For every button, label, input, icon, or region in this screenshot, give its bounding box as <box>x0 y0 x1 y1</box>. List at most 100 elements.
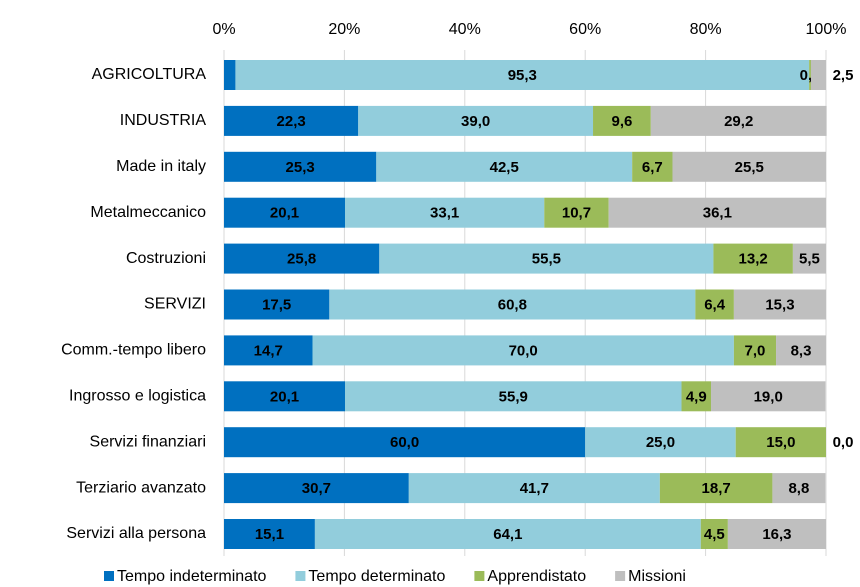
data-label: 8,8 <box>788 480 809 497</box>
data-label: 4,5 <box>704 526 725 543</box>
data-label: 15,3 <box>765 296 794 313</box>
bar-segment <box>224 381 346 412</box>
data-label: 7,0 <box>745 342 766 359</box>
bar-segment <box>224 519 315 549</box>
bar-segment <box>224 197 346 228</box>
bar-segment <box>735 427 826 458</box>
legend-label: Missioni <box>628 568 686 585</box>
data-label: 0,0 <box>833 434 854 451</box>
bar-segment <box>345 381 682 412</box>
y-tick-label: Metalmeccanico <box>90 204 206 221</box>
bar-segment <box>733 289 826 320</box>
bar-segment <box>727 519 826 549</box>
data-label: 25,3 <box>286 159 315 176</box>
bar-segment <box>224 243 380 274</box>
data-label: 22,3 <box>277 113 306 130</box>
bar-segment <box>224 427 586 458</box>
bar-segment <box>632 151 673 182</box>
y-tick-label: SERVIZI <box>144 296 206 313</box>
bar-segment <box>358 105 594 136</box>
bar-segment <box>810 60 826 90</box>
data-label: 60,8 <box>498 296 527 313</box>
bar-segment <box>329 289 696 320</box>
data-label: 15,0 <box>766 434 795 451</box>
data-label: 2,5 <box>833 67 854 84</box>
y-tick-label: Made in italy <box>116 158 206 175</box>
y-tick-label: Ingrosso e logistica <box>69 388 206 405</box>
data-label: 15,1 <box>255 526 284 543</box>
x-tick-label: 100% <box>806 21 847 38</box>
x-tick-label: 20% <box>328 21 360 38</box>
legend-label: Tempo determinato <box>308 568 445 585</box>
data-label: 42,5 <box>490 159 519 176</box>
data-label: 20,1 <box>270 205 299 222</box>
bar-segment <box>224 335 313 366</box>
bar-segment <box>695 289 734 320</box>
bar-segment <box>312 335 734 366</box>
data-label: 18,7 <box>702 480 731 497</box>
x-tick-label: 80% <box>690 21 722 38</box>
bar-segment <box>376 151 633 182</box>
data-label: 33,1 <box>430 205 459 222</box>
bar-segment <box>772 473 826 504</box>
bar-segment <box>681 381 712 412</box>
y-tick-label: INDUSTRIA <box>120 112 207 129</box>
legend-swatch <box>615 571 626 581</box>
legend-swatch <box>295 571 306 581</box>
y-tick-label: Servizi finanziari <box>90 433 206 450</box>
data-label: 19,0 <box>754 388 783 405</box>
bar-segment <box>314 519 701 549</box>
bar-segment <box>408 473 660 504</box>
data-label: 25,0 <box>646 434 675 451</box>
data-label: 29,2 <box>724 113 753 130</box>
data-label: 16,3 <box>762 526 791 543</box>
legend-swatch <box>104 571 114 581</box>
data-label: 25,5 <box>735 159 764 176</box>
data-label: 70,0 <box>509 342 538 359</box>
data-label: 55,9 <box>499 388 528 405</box>
data-label: 36,1 <box>703 205 732 222</box>
data-label: 55,5 <box>532 251 561 268</box>
bar-segment <box>776 335 826 366</box>
x-tick-label: 0% <box>212 21 235 38</box>
data-label: 8,3 <box>791 342 812 359</box>
bar-segment <box>608 197 826 228</box>
data-label: 4,9 <box>686 388 707 405</box>
bar-segment <box>659 473 773 504</box>
bar-segment <box>544 197 609 228</box>
bar-segment <box>345 197 545 228</box>
data-label: 14,7 <box>254 342 283 359</box>
bar-segment <box>224 473 409 504</box>
data-label: 60,0 <box>390 434 419 451</box>
y-tick-label: Servizi alla persona <box>66 525 206 542</box>
y-tick-label: Comm.-tempo libero <box>61 342 206 359</box>
bar-segment <box>809 60 811 90</box>
data-label: 9,6 <box>611 113 632 130</box>
y-tick-label: Terziario avanzato <box>76 479 206 496</box>
data-label: 6,4 <box>704 296 726 313</box>
bar-segment <box>733 335 777 366</box>
legend-label: Tempo indeterminato <box>117 568 267 585</box>
data-label: 17,5 <box>262 296 291 313</box>
data-label: 25,8 <box>287 251 316 268</box>
bar-segment <box>711 381 826 412</box>
bar-segment <box>224 289 330 320</box>
data-label: 5,5 <box>799 251 820 268</box>
data-label: 20,1 <box>270 388 299 405</box>
x-tick-label: 40% <box>449 21 481 38</box>
bar-segment <box>672 151 826 182</box>
bar-segment <box>235 60 810 90</box>
data-label: 41,7 <box>520 480 549 497</box>
bar-segment <box>650 105 827 136</box>
bar-segment <box>713 243 793 274</box>
data-label: 13,2 <box>739 251 768 268</box>
x-tick-label: 60% <box>569 21 601 38</box>
data-label: 95,3 <box>508 67 537 84</box>
bar-segment <box>224 60 236 90</box>
bar-segment <box>593 105 651 136</box>
bar-segment <box>585 427 736 458</box>
legend-swatch <box>474 571 485 581</box>
data-label: 6,7 <box>642 159 663 176</box>
bar-segment <box>224 151 377 182</box>
